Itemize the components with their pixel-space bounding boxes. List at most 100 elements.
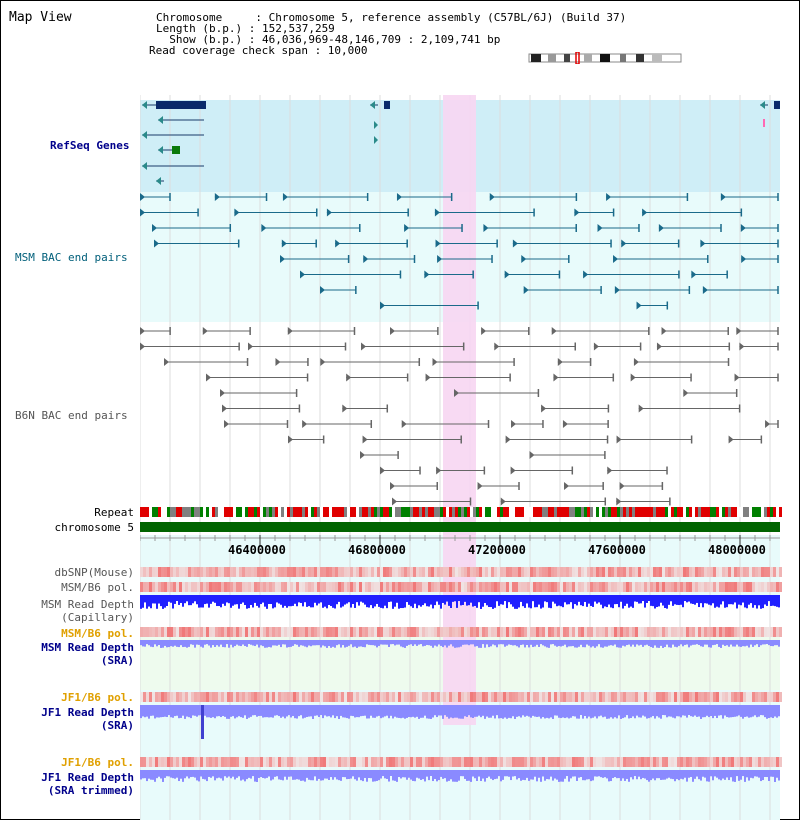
dbsnp-heat-cell <box>524 567 527 577</box>
jf1-pol-heat-cell <box>452 692 455 702</box>
msm-capillary-depth-bar <box>716 595 718 607</box>
jf1-trimmed-depth-bar <box>510 770 512 781</box>
msm-pol-heat-cell <box>686 582 689 592</box>
msm-capillary-depth-bar <box>504 595 506 602</box>
jf1-sra-depth-bar <box>350 705 352 716</box>
gene-arrow <box>158 146 163 154</box>
jf1-trim-pol-heat-cell <box>713 757 716 767</box>
msm-capillary-depth-bar <box>712 595 714 604</box>
msm-sra-depth-bar <box>212 640 214 646</box>
dbsnp-heat-cell <box>281 567 284 577</box>
msm-pol-heat-cell <box>215 582 218 592</box>
jf1-trim-pol-heat-cell <box>455 757 458 767</box>
jf1-trimmed-depth-bar <box>454 770 456 782</box>
msm-sra-depth-bar <box>170 640 172 647</box>
jf1-trim-pol-heat-cell <box>518 757 521 767</box>
jf1-trimmed-depth-bar <box>730 770 732 778</box>
bac-end-marker <box>483 224 489 232</box>
msm-sra-depth-bar <box>174 640 176 646</box>
repeat-track <box>140 507 782 517</box>
jf1-sra-depth-bar <box>324 705 326 716</box>
msm-pol-heat-cell <box>674 582 677 592</box>
genome-track-canvas[interactable]: 46400000 46800000 47200000 47600000 48000000 <box>140 95 782 820</box>
jf1-trimmed-depth-bar <box>574 770 576 777</box>
jf1-trimmed-depth-bar <box>154 770 156 782</box>
msm-pol-heat-cell <box>203 582 206 592</box>
dbsnp-heat-cell <box>656 567 659 577</box>
msm-sra-depth-bar <box>462 640 464 645</box>
jf1-sra-depth-bar <box>360 705 362 717</box>
msm-sra-depth-bar <box>314 640 316 646</box>
jf1-pol-heat-cell <box>695 692 698 702</box>
msm-capillary-depth-bar <box>558 595 560 606</box>
bac-end-marker <box>557 358 563 366</box>
info-show-range: Show (b.p.) : 46,036,969-48,146,709 : 2,… <box>156 33 501 46</box>
jf1-sra-depth-bar <box>226 705 228 719</box>
dbsnp-heat-cell <box>221 567 224 577</box>
msm-sra-depth-bar <box>392 640 394 645</box>
dbsnp-heat-cell <box>407 567 410 577</box>
msm-sra-pol-heat-cell <box>476 627 479 637</box>
jf1-pol-heat-cell <box>320 692 323 702</box>
msm-sra-depth-bar <box>578 640 580 647</box>
msm-pol-heat-cell <box>335 582 338 592</box>
repeat-block <box>563 507 566 517</box>
repeat-block <box>500 507 503 517</box>
msm-pol-heat-cell <box>284 582 287 592</box>
msm-sra-pol-heat-cell <box>299 627 302 637</box>
dbsnp-heat-cell <box>437 567 440 577</box>
chromosome-ideogram[interactable] <box>528 52 684 64</box>
msm-sra-depth-bar <box>380 640 382 645</box>
jf1-trim-pol-heat-cell <box>338 757 341 767</box>
msm-capillary-depth-bar <box>724 595 726 608</box>
msm-sra-pol-heat-cell <box>227 627 230 637</box>
jf1-sra-depth-bar <box>142 705 144 717</box>
msm-sra-depth-bar <box>762 640 764 645</box>
jf1-sra-depth-bar <box>328 705 330 717</box>
msm-pol-heat-cell <box>263 582 266 592</box>
msm-capillary-depth-bar <box>244 595 246 606</box>
jf1-sra-depth-bar <box>742 705 744 719</box>
msm-sra-depth-bar <box>472 640 474 645</box>
msm-sra-pol-heat-cell <box>662 627 665 637</box>
jf1-trimmed-depth-bar <box>650 770 652 781</box>
jf1-trim-pol-heat-cell <box>698 757 701 767</box>
jf1-trimmed-depth-bar <box>232 770 234 777</box>
msm-sra-depth-bar <box>362 640 364 648</box>
msm-sra-depth-bar <box>634 640 636 647</box>
jf1-pol-heat-cell <box>626 692 629 702</box>
jf1-trimmed-depth-bar <box>190 770 192 778</box>
jf1-sra-depth-bar <box>500 705 502 719</box>
msm-sra-depth-bar <box>218 640 220 647</box>
jf1-sra-depth-bar <box>224 705 226 717</box>
msm-pol-heat-cell <box>353 582 356 592</box>
jf1-trim-pol-heat-cell <box>263 757 266 767</box>
msm-sra-depth-bar <box>302 640 304 646</box>
msm-capillary-depth-bar <box>408 595 410 605</box>
msm-pol-heat-cell <box>395 582 398 592</box>
jf1-trim-pol-heat-cell <box>650 757 653 767</box>
msm-pol-heat-cell <box>578 582 581 592</box>
jf1-pol-heat-cell <box>257 692 260 702</box>
jf1-trimmed-depth-bar <box>408 770 410 778</box>
msm-sra-depth-bar <box>644 640 646 646</box>
jf1-trimmed-depth-bar <box>584 770 586 781</box>
dbsnp-heat-cell <box>611 567 614 577</box>
jf1-trimmed-depth-bar <box>440 770 442 777</box>
msm-sra-depth-bar <box>248 640 250 645</box>
jf1-pol-heat-cell <box>719 692 722 702</box>
jf1-trimmed-depth-bar <box>604 770 606 778</box>
msm-capillary-depth-bar <box>512 595 514 607</box>
msm-capillary-depth-bar <box>278 595 280 604</box>
msm-sra-pol-heat-cell <box>395 627 398 637</box>
jf1-sra-depth-bar <box>654 705 656 719</box>
repeat-block <box>479 507 482 517</box>
msm-pol-heat-cell <box>299 582 302 592</box>
dbsnp-heat-cell <box>332 567 335 577</box>
msm-capillary-depth-bar <box>642 595 644 602</box>
jf1-pol-heat-cell <box>629 692 632 702</box>
msm-pol-heat-cell <box>407 582 410 592</box>
msm-sra-depth-bar <box>492 640 494 645</box>
ideogram-band <box>636 54 644 62</box>
jf1-trimmed-depth-bar <box>754 770 756 777</box>
